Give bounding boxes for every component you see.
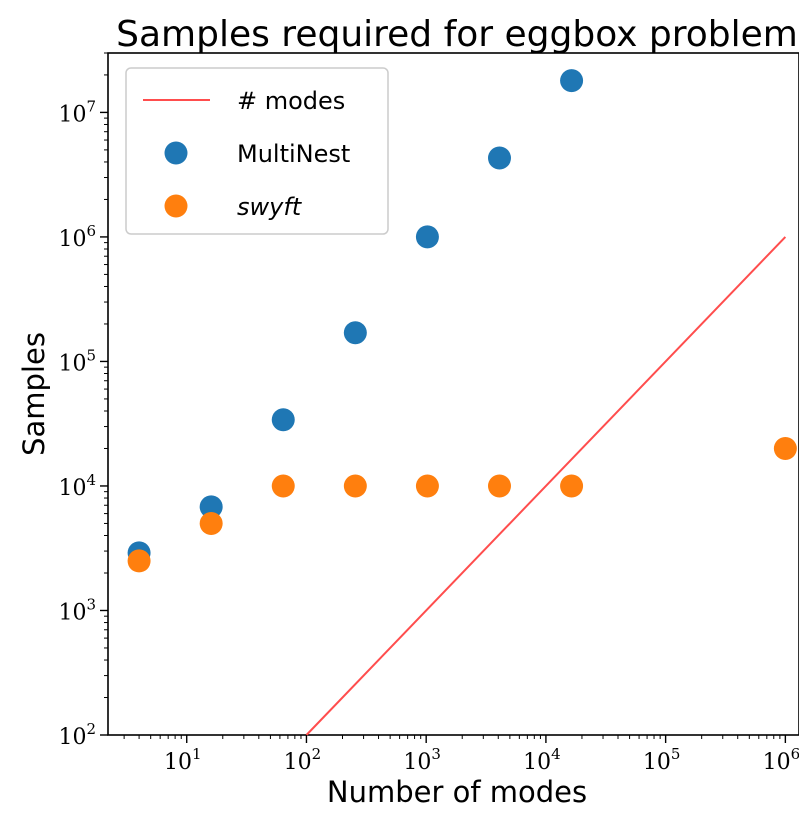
y-tick-label-1: 103 xyxy=(58,595,96,625)
x-tick-layer: 101 102 103 104 105 106 xyxy=(123,735,799,775)
legend-entries: # modes MultiNest swyft xyxy=(143,87,350,221)
x-axis-label: Number of modes xyxy=(327,775,587,809)
legend-label-2: swyft xyxy=(237,193,303,221)
legend: # modes MultiNest swyft xyxy=(125,67,389,235)
series-line-modes xyxy=(305,236,787,736)
data-point-swyft-6 xyxy=(560,474,584,498)
data-point-multinest-1 xyxy=(199,495,223,519)
data-point-swyft-2 xyxy=(271,474,295,498)
legend-swatch-dot xyxy=(164,194,188,218)
y-axis-label: Samples xyxy=(17,332,51,456)
y-tick-label-2: 104 xyxy=(58,471,96,501)
x-tick-label-5: 106 xyxy=(763,745,799,775)
data-point-multinest-3 xyxy=(343,321,367,345)
line-layer xyxy=(305,236,787,736)
data-point-multinest-4 xyxy=(415,225,439,249)
data-point-multinest-2 xyxy=(271,408,295,432)
legend-swatch-dot xyxy=(164,141,188,165)
x-tick-label-2: 103 xyxy=(403,745,441,775)
data-point-multinest-5 xyxy=(487,146,511,170)
chart-title: Samples required for eggbox problem xyxy=(116,14,798,55)
point-layer xyxy=(127,69,797,573)
data-point-swyft-7 xyxy=(773,436,797,460)
y-tick-label-3: 105 xyxy=(58,346,96,376)
data-point-swyft-0 xyxy=(127,549,151,573)
data-point-swyft-3 xyxy=(343,474,367,498)
x-tick-label-3: 104 xyxy=(523,745,561,775)
legend-frame xyxy=(125,67,389,235)
x-tick-label-1: 102 xyxy=(284,745,322,775)
legend-label-0: # modes xyxy=(237,87,345,115)
data-point-multinest-6 xyxy=(560,69,584,93)
y-tick-label-4: 106 xyxy=(58,222,96,252)
data-point-swyft-5 xyxy=(487,474,511,498)
y-tick-label-5: 107 xyxy=(58,97,96,127)
y-tick-layer: 102 103 104 105 106 107 xyxy=(58,52,108,750)
x-tick-label-4: 105 xyxy=(643,745,681,775)
y-tick-label-0: 102 xyxy=(58,720,96,750)
x-tick-label-0: 101 xyxy=(164,745,202,775)
data-point-swyft-4 xyxy=(415,474,439,498)
legend-label-1: MultiNest xyxy=(237,140,350,168)
data-point-swyft-1 xyxy=(199,511,223,535)
